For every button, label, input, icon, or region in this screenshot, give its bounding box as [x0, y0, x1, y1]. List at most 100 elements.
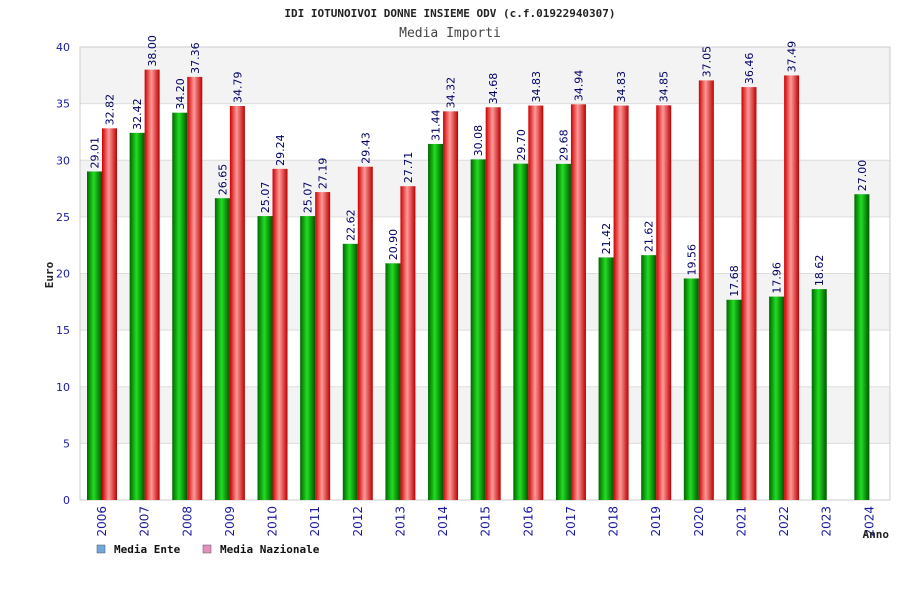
bar-media-nazionale-2006: [102, 128, 117, 500]
bar-media-ente-2006: [87, 171, 102, 501]
bar-media-ente-2010: [257, 216, 273, 500]
bar-media-ente-2008: [172, 112, 188, 500]
value-label: 37.05: [700, 46, 713, 78]
x-tick-label: 2018: [607, 506, 621, 537]
bar-media-ente-2016: [513, 163, 529, 500]
y-tick-label: 15: [56, 324, 70, 337]
y-axis-label: Euro: [43, 261, 56, 288]
value-label: 38.00: [146, 35, 159, 67]
value-label: 21.62: [643, 221, 656, 253]
x-tick-label: 2012: [351, 506, 365, 537]
x-tick-label: 2007: [138, 506, 152, 537]
value-label: 36.46: [743, 53, 756, 85]
x-tick-label: 2008: [180, 506, 194, 537]
x-tick-label: 2014: [436, 506, 450, 537]
value-label: 34.32: [445, 77, 458, 109]
bar-media-nazionale-2009: [229, 106, 245, 501]
value-label: 30.08: [472, 125, 485, 157]
value-label: 34.85: [658, 71, 671, 103]
bar-media-ente-2013: [385, 263, 401, 500]
value-label: 34.68: [487, 73, 500, 105]
value-label: 29.24: [274, 134, 287, 166]
value-label: 34.20: [174, 78, 187, 110]
bar-media-nazionale-2013: [400, 186, 416, 500]
value-label: 32.82: [104, 94, 117, 126]
value-label: 34.94: [572, 70, 585, 102]
y-tick-label: 25: [56, 211, 70, 224]
bar-media-ente-2018: [598, 257, 614, 500]
x-tick-label: 2020: [692, 506, 706, 537]
bar-media-nazionale-2011: [315, 192, 331, 501]
value-label: 29.70: [515, 129, 528, 161]
value-label: 26.65: [216, 164, 229, 196]
bar-media-ente-2024: [854, 194, 870, 500]
bar-media-ente-2021: [726, 299, 742, 500]
bar-media-nazionale-2016: [528, 105, 544, 501]
y-tick-label: 30: [56, 154, 70, 167]
value-label: 27.71: [402, 152, 415, 184]
value-label: 22.62: [344, 209, 357, 241]
y-tick-label: 40: [56, 41, 70, 54]
x-axis-ticks: 2006 2007 2008 2009 2010 2011 2012 2013 2014 2015…: [95, 506, 876, 537]
bar-media-ente-2011: [300, 216, 316, 500]
value-label: 27.19: [317, 158, 330, 190]
value-label: 19.56: [685, 244, 698, 276]
value-label: 27.00: [856, 160, 869, 192]
value-label: 34.83: [615, 71, 628, 103]
bar-media-ente-2012: [342, 243, 358, 501]
x-tick-label: 2009: [223, 506, 237, 537]
bar-media-ente-2015: [470, 159, 486, 500]
value-label: 17.96: [771, 262, 784, 294]
legend-label-media-ente: Media Ente: [114, 543, 181, 556]
bars: [87, 69, 870, 501]
bar-media-ente-2023: [811, 289, 827, 500]
value-label: 29.68: [557, 129, 570, 161]
bar-media-ente-2019: [641, 255, 657, 500]
y-tick-label: 10: [56, 381, 70, 394]
y-tick-label: 20: [56, 268, 70, 281]
value-label: 37.49: [786, 41, 799, 73]
value-label: 18.62: [813, 255, 826, 287]
bar-media-nazionale-2022: [784, 75, 800, 500]
bar-media-ente-2022: [769, 296, 785, 500]
value-label: 21.42: [600, 223, 613, 255]
value-label: 17.68: [728, 265, 741, 297]
bar-media-nazionale-2020: [698, 80, 714, 500]
value-label: 32.42: [131, 98, 144, 130]
value-label: 29.43: [359, 132, 372, 164]
bar-media-ente-2014: [428, 143, 444, 500]
x-tick-label: 2013: [393, 506, 407, 537]
value-label: 20.90: [387, 229, 400, 261]
y-axis-ticks: 0 5 10 15 20 25 30 35 40: [56, 41, 70, 507]
y-tick-label: 5: [63, 437, 70, 450]
bar-media-nazionale-2019: [656, 105, 672, 500]
legend-swatch-media-nazionale: [202, 544, 212, 554]
x-tick-label: 2010: [266, 506, 280, 537]
x-tick-label: 2017: [564, 506, 578, 537]
legend-label-media-nazionale: Media Nazionale: [220, 543, 320, 556]
value-label: 31.44: [430, 109, 443, 141]
bar-media-ente-2009: [214, 198, 230, 500]
value-label: 37.36: [189, 42, 202, 74]
x-tick-label: 2006: [95, 506, 109, 537]
bar-media-nazionale-2018: [613, 105, 629, 501]
x-tick-label: 2019: [649, 506, 663, 537]
legend-swatch-media-ente: [96, 544, 106, 554]
bar-media-nazionale-2010: [272, 168, 288, 500]
x-tick-label: 2011: [308, 506, 322, 537]
value-label: 34.83: [530, 71, 543, 103]
x-tick-label: 2016: [521, 506, 535, 537]
chart-title: IDI IOTUNOIVOI DONNE INSIEME ODV (c.f.01…: [284, 7, 615, 20]
x-tick-label: 2024: [862, 506, 876, 537]
bar-media-nazionale-2021: [741, 87, 757, 500]
bar-media-nazionale-2017: [570, 104, 586, 500]
bar-media-nazionale-2007: [144, 69, 160, 501]
value-label: 25.07: [302, 182, 315, 214]
value-label: 34.79: [231, 72, 244, 104]
bar-media-ente-2007: [129, 132, 145, 500]
value-label: 29.01: [89, 137, 102, 169]
bar-media-nazionale-2008: [187, 76, 203, 500]
